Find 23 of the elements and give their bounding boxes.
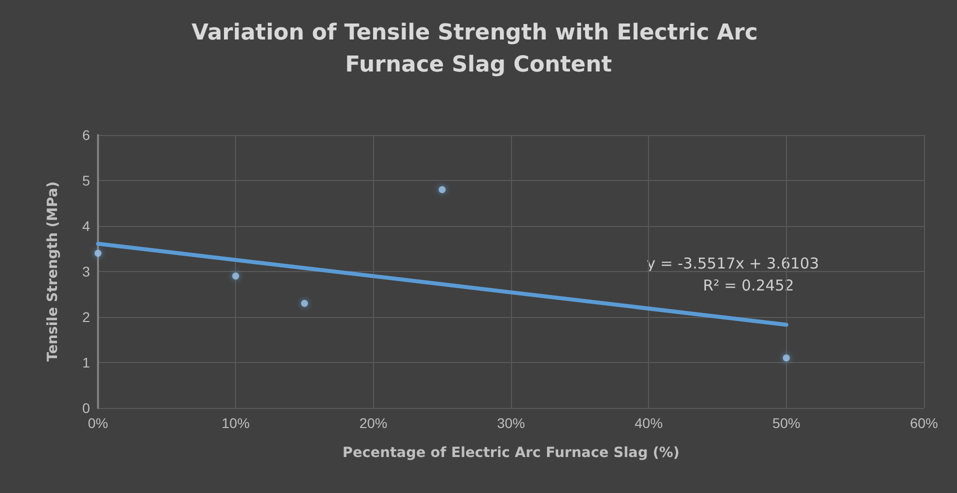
y-tick-label: 4 — [82, 218, 90, 234]
x-tick-label: 0% — [88, 415, 108, 431]
y-tick-label: 2 — [82, 309, 90, 325]
x-tick-label: 60% — [910, 415, 938, 431]
point — [438, 186, 446, 194]
point — [782, 354, 790, 362]
x-axis-title: Pecentage of Electric Arc Furnace Slag (%) — [342, 445, 680, 461]
x-tick-label: 40% — [634, 415, 663, 431]
point — [301, 300, 308, 307]
y-tick-label: 5 — [82, 172, 90, 188]
annotation: R² = 0.2452 — [702, 276, 794, 294]
x-tick-label: 20% — [359, 415, 388, 431]
point — [232, 272, 240, 280]
y-axis-title: Tensile Strength (MPa) — [45, 181, 61, 362]
x-tick-label: 30% — [496, 415, 526, 431]
point — [94, 250, 102, 257]
y-tick-label: 0 — [82, 400, 90, 416]
x-tick-label: 10% — [222, 415, 250, 431]
y-tick-label: 6 — [82, 127, 90, 143]
x-tick-label: 50% — [772, 415, 800, 431]
y-tick-label: 3 — [82, 264, 90, 280]
y-tick-label: 1 — [82, 354, 90, 370]
chart-title: Variation of Tensile Strength with Electric Arc Furnace Slag Content — [192, 20, 766, 78]
